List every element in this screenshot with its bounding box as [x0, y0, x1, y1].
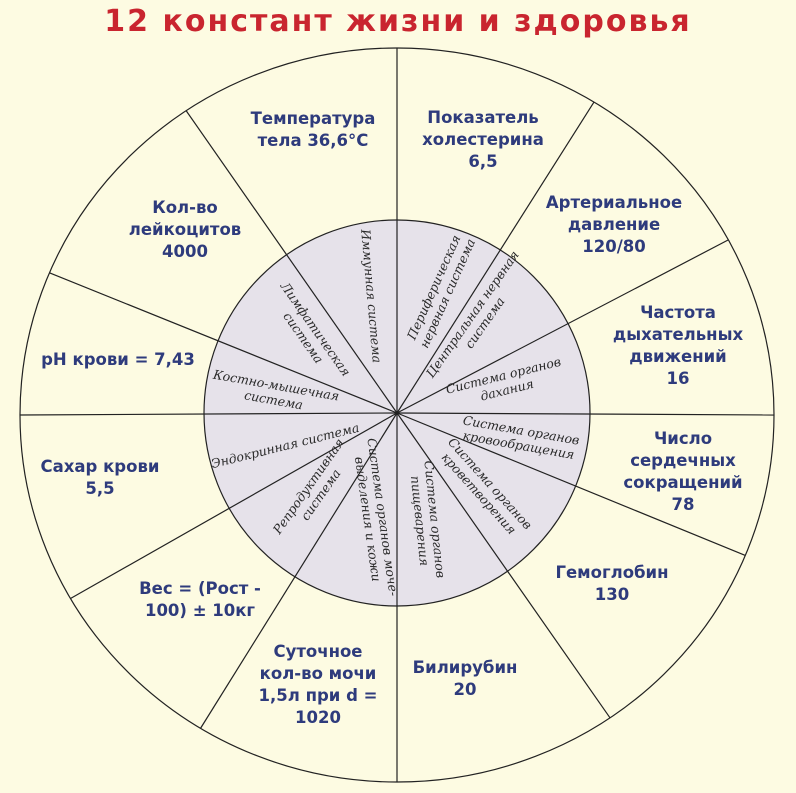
constant-label: Билирубин 20 [413, 658, 518, 699]
spoke-line [185, 110, 398, 414]
spoke-line [396, 239, 729, 414]
constant-label-line: Частота [640, 303, 716, 322]
spoke-line [70, 412, 398, 600]
constant-label-line: Артериальное [546, 193, 682, 212]
constant-label-line: 4000 [162, 242, 208, 261]
constant-label-line: Суточное [273, 642, 362, 661]
constant-label-line: лейкоцитов [129, 220, 242, 239]
constant-label: Температура тела 36,6°C [251, 109, 376, 150]
constant-label-line: 20 [454, 680, 477, 699]
constant-label: Показатель холестерина 6,5 [422, 108, 544, 171]
constant-label: pH крови = 7,43 [41, 350, 195, 369]
constant-label-line: Сахар крови [41, 457, 160, 476]
constant-label-line: 120/80 [582, 237, 645, 256]
spoke-line [200, 412, 398, 729]
constant-label-line: 6,5 [468, 152, 497, 171]
constant-label-line: движений [629, 347, 726, 366]
constant-label: Гемоглобин 130 [555, 563, 668, 604]
constant-label-line: холестерина [422, 130, 544, 149]
constant-label-line: Кол-во [152, 198, 218, 217]
constant-label-line: Гемоглобин [555, 563, 668, 582]
page-title: 12 констант жизни и здоровья [104, 4, 692, 39]
constant-label-line: pH крови = 7,43 [41, 350, 195, 369]
constant-label-line: кол-во мочи [260, 664, 377, 683]
constant-label-line: 78 [672, 495, 695, 514]
spoke-line [19, 412, 398, 416]
constants-labels: Температура тела 36,6°C Показатель холестер… [41, 108, 744, 727]
spoke-line [396, 412, 746, 557]
constant-label-line: дыхательных [613, 325, 744, 344]
constant-label: Артериальное давление 120/80 [546, 193, 682, 256]
constant-label: Сахар крови 5,5 [41, 457, 160, 498]
spoke-line [49, 272, 398, 414]
spoke-line [396, 101, 595, 414]
constant-label-line: 130 [595, 585, 629, 604]
constant-label: Кол-во лейкоцитов 4000 [129, 198, 242, 261]
constant-label: Вес = (Рост - 100) ± 10кг [139, 579, 261, 620]
constant-label-line: сердечных [630, 451, 736, 470]
spokes [19, 48, 775, 782]
constant-label: Частота дыхательных движений 16 [613, 303, 744, 388]
constant-label-line: 1020 [295, 708, 341, 727]
constant-label-line: давление [568, 215, 660, 234]
constant-label-line: Вес = (Рост - [139, 579, 261, 598]
constant-label-line: 1,5л при d = [259, 686, 378, 705]
constant-label-line: тела 36,6°C [258, 131, 369, 150]
constant-label-line: 5,5 [85, 479, 114, 498]
constant-label-line: Показатель [427, 108, 538, 127]
spoke-line [396, 412, 611, 719]
spoke-line [396, 412, 775, 416]
constant-label-line: 100) ± 10кг [145, 601, 255, 620]
constant-label-line: Число [654, 429, 712, 448]
constant-label: Суточное кол-во мочи 1,5л при d = 1020 [259, 642, 378, 727]
constant-label-line: 16 [667, 369, 690, 388]
constant-label-line: Температура [251, 109, 376, 128]
constant-label-line: Билирубин [413, 658, 518, 677]
constant-label-line: сокращений [623, 473, 742, 492]
constant-label: Число сердечных сокращений 78 [623, 429, 742, 514]
